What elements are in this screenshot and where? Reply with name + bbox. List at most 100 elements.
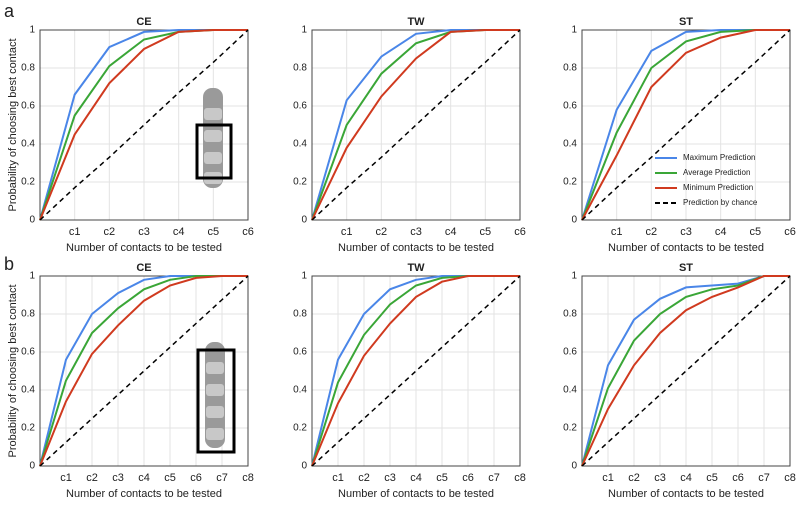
x-tick-label: c1 [341, 226, 353, 238]
panel-label: b [4, 254, 14, 274]
x-tick-label: c2 [376, 226, 388, 238]
y-tick-label: 0.8 [293, 63, 307, 74]
plot-frame [39, 275, 249, 467]
y-tick-label: 0 [29, 461, 35, 472]
x-tick-label: c6 [190, 472, 202, 484]
x-tick-label: c2 [86, 472, 98, 484]
series-line [581, 29, 790, 221]
x-tick-label: c4 [445, 226, 457, 238]
x-tick-label: c1 [332, 472, 344, 484]
electrode-contact [206, 428, 224, 440]
x-tick-label: c2 [646, 226, 658, 238]
y-tick-label: 0 [301, 215, 307, 226]
x-tick-label: c4 [410, 472, 422, 484]
x-tick-label: c5 [164, 472, 176, 484]
legend-label: Minimum Prediction [683, 183, 753, 192]
series-line [311, 275, 521, 467]
series-line [581, 29, 791, 221]
y-tick-label: 0.4 [21, 385, 35, 396]
legend-label: Maximum Prediction [683, 153, 755, 162]
y-tick-label: 1 [571, 25, 577, 36]
x-axis-label: Number of contacts to be tested [66, 242, 222, 254]
x-tick-label: c3 [112, 472, 124, 484]
x-tick-label: c5 [436, 472, 448, 484]
x-tick-label: c2 [104, 226, 116, 238]
plot-frame [311, 275, 521, 467]
series-line [39, 275, 249, 467]
panel-label: a [4, 1, 15, 21]
x-axis-label: Number of contacts to be tested [338, 242, 494, 254]
x-tick-label: c4 [173, 226, 185, 238]
series-line [311, 29, 521, 221]
y-tick-label: 0.2 [21, 177, 35, 188]
x-tick-label: c7 [758, 472, 770, 484]
x-tick-label: c4 [715, 226, 727, 238]
y-tick-label: 0.8 [563, 309, 577, 320]
y-tick-label: 0.4 [21, 139, 35, 150]
y-tick-label: 0.2 [293, 177, 307, 188]
y-tick-label: 0.8 [21, 63, 35, 74]
x-axis-label: Number of contacts to be tested [338, 488, 494, 500]
electrode-contact [204, 152, 222, 164]
y-tick-label: 0 [29, 215, 35, 226]
x-tick-label: c4 [138, 472, 150, 484]
x-tick-label: c6 [242, 226, 254, 238]
y-tick-label: 0.6 [563, 347, 577, 358]
plot-frame [581, 275, 791, 467]
electrode-contact [206, 384, 224, 396]
electrode-contact [206, 362, 224, 374]
x-tick-label: c5 [480, 226, 492, 238]
x-axis-label: Number of contacts to be tested [608, 242, 764, 254]
series-line [311, 29, 520, 221]
series-line [581, 275, 790, 467]
y-tick-label: 0 [301, 461, 307, 472]
y-axis-label: Probability of choosing best contact [7, 284, 19, 457]
chart-title: TW [407, 262, 425, 274]
x-tick-label: c8 [784, 472, 796, 484]
legend-label: Average Prediction [683, 168, 750, 177]
x-tick-label: c5 [750, 226, 762, 238]
series-line [39, 29, 248, 221]
x-tick-label: c3 [680, 226, 692, 238]
chart-title: CE [136, 16, 151, 28]
x-tick-label: c6 [514, 226, 526, 238]
x-tick-label: c3 [384, 472, 396, 484]
electrode-contact [204, 130, 222, 142]
y-tick-label: 0.8 [21, 309, 35, 320]
x-tick-label: c3 [654, 472, 666, 484]
x-axis-label: Number of contacts to be tested [608, 488, 764, 500]
y-tick-label: 0.4 [563, 139, 577, 150]
series-line [39, 275, 248, 467]
legend-label: Prediction by chance [683, 198, 758, 207]
y-tick-label: 0.6 [293, 101, 307, 112]
x-tick-label: c5 [706, 472, 718, 484]
y-axis-label: Probability of choosing best contact [7, 38, 19, 211]
x-tick-label: c2 [628, 472, 640, 484]
chart-title: CE [136, 262, 151, 274]
electrode-box [195, 123, 233, 180]
y-tick-label: 0.2 [563, 423, 577, 434]
electrode-contact [204, 108, 222, 120]
x-tick-label: c2 [358, 472, 370, 484]
y-tick-label: 0.2 [293, 423, 307, 434]
x-tick-label: c6 [732, 472, 744, 484]
y-tick-label: 1 [29, 25, 35, 36]
x-tick-label: c7 [488, 472, 500, 484]
electrode-icons [195, 88, 236, 454]
y-tick-label: 1 [301, 25, 307, 36]
x-tick-label: c7 [216, 472, 228, 484]
y-tick-label: 1 [301, 271, 307, 282]
x-tick-label: c1 [60, 472, 72, 484]
y-tick-label: 0.8 [293, 309, 307, 320]
y-tick-label: 0.6 [21, 347, 35, 358]
series-line [39, 29, 249, 221]
x-tick-label: c3 [138, 226, 150, 238]
y-tick-label: 1 [29, 271, 35, 282]
x-tick-label: c6 [784, 226, 796, 238]
plot-frame [581, 29, 791, 221]
x-axis-label: Number of contacts to be tested [66, 488, 222, 500]
x-tick-label: c6 [462, 472, 474, 484]
x-tick-label: c1 [611, 226, 623, 238]
y-tick-label: 0 [571, 461, 577, 472]
